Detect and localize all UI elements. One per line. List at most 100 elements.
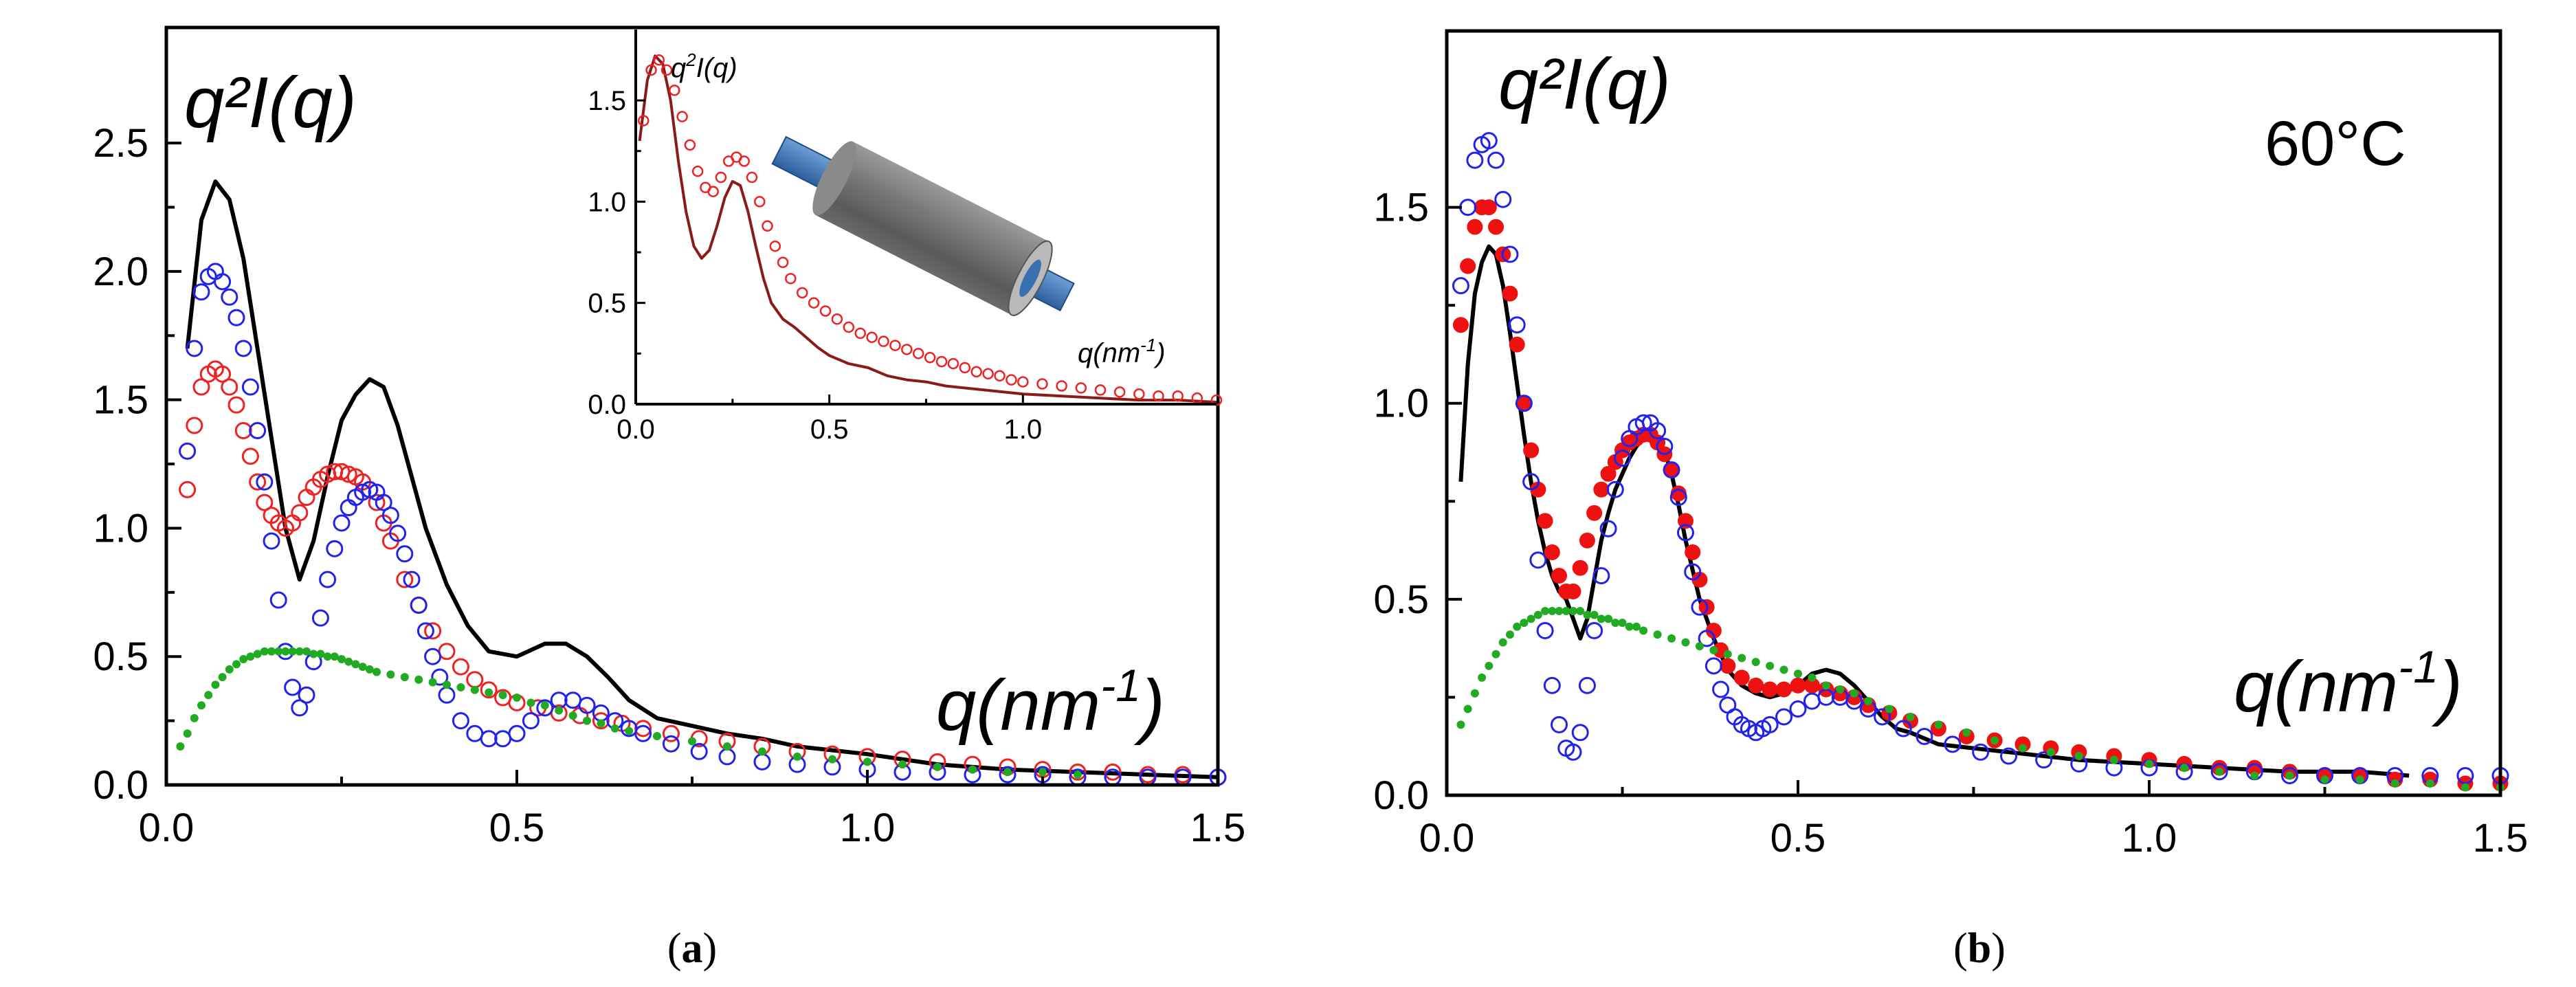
data-point xyxy=(1632,622,1641,631)
data-point xyxy=(1523,442,1540,458)
x-tick-label: 1.0 xyxy=(840,806,896,850)
data-point xyxy=(381,507,399,524)
data-point xyxy=(1513,622,1522,631)
data-point xyxy=(947,357,959,370)
data-point xyxy=(1611,619,1620,628)
data-point xyxy=(1113,386,1126,398)
data-point xyxy=(1676,524,1694,542)
data-point xyxy=(1551,716,1568,733)
data-point xyxy=(508,724,526,742)
data-point xyxy=(1776,681,1792,698)
data-point xyxy=(1649,422,1667,440)
data-point xyxy=(1508,316,1526,334)
data-point xyxy=(912,348,924,359)
data-point xyxy=(354,483,372,501)
data-point xyxy=(1592,567,1610,585)
data-point xyxy=(878,335,889,347)
data-point xyxy=(555,706,564,715)
data-point xyxy=(288,647,297,656)
y-tick-label: 0.5 xyxy=(1373,577,1429,622)
data-point xyxy=(1803,692,1821,710)
data-point xyxy=(1681,638,1690,647)
data-point xyxy=(653,732,661,741)
data-point xyxy=(1821,681,1830,690)
data-point xyxy=(1498,638,1507,647)
data-point xyxy=(424,647,442,665)
data-point xyxy=(1684,563,1702,581)
data-point xyxy=(898,760,907,769)
panel-a-plot-area xyxy=(176,179,1227,786)
data-point xyxy=(1069,763,1087,781)
data-point xyxy=(1677,513,1694,529)
data-point xyxy=(333,514,351,532)
data-point xyxy=(863,757,871,766)
data-point xyxy=(452,712,469,730)
data-point xyxy=(1885,705,1894,713)
series-black-line xyxy=(185,179,1219,779)
data-point xyxy=(1006,374,1017,386)
data-point xyxy=(239,654,248,663)
data-point xyxy=(214,365,232,383)
inset-xlabel: q(nm-1) xyxy=(1078,335,1166,368)
data-point xyxy=(186,417,203,434)
data-point xyxy=(1536,621,1554,639)
data-point xyxy=(361,480,379,498)
data-point xyxy=(1789,700,1807,718)
data-point xyxy=(564,691,582,709)
data-point xyxy=(234,340,252,357)
data-point xyxy=(1487,151,1505,169)
data-point xyxy=(753,753,771,770)
data-point xyxy=(1720,658,1736,674)
x-tick-label: 0.0 xyxy=(139,806,195,850)
data-point xyxy=(358,663,367,672)
data-point xyxy=(403,570,421,588)
data-point xyxy=(522,712,540,730)
data-point xyxy=(330,652,339,661)
data-point xyxy=(1604,614,1613,623)
data-point xyxy=(179,442,197,460)
y-tick-label: 1.5 xyxy=(588,86,626,116)
data-point xyxy=(1568,606,1577,615)
data-point xyxy=(263,532,280,550)
data-point xyxy=(959,362,971,374)
data-point xyxy=(2035,751,2053,769)
data-point xyxy=(267,647,276,656)
data-point xyxy=(1551,568,1568,584)
data-point xyxy=(1808,673,1817,682)
y-tick-label: 2.0 xyxy=(93,249,148,294)
data-point xyxy=(1972,743,1990,761)
data-point xyxy=(785,273,797,285)
data-point xyxy=(1565,583,1581,599)
x-tick-label: 1.0 xyxy=(2122,816,2177,861)
data-point xyxy=(2109,755,2118,764)
data-point xyxy=(298,489,315,507)
data-point xyxy=(1467,219,1483,235)
data-point xyxy=(456,683,465,692)
data-point xyxy=(1597,614,1606,623)
data-point xyxy=(625,727,634,735)
data-point xyxy=(1529,551,1547,569)
data-point xyxy=(1606,480,1624,498)
data-point xyxy=(610,724,619,733)
data-point xyxy=(1618,619,1627,628)
data-point xyxy=(662,724,680,742)
data-point xyxy=(1074,770,1082,779)
data-point xyxy=(480,681,498,699)
data-point xyxy=(819,305,832,317)
data-point xyxy=(854,327,866,340)
cylinder-left-end xyxy=(812,141,856,216)
data-point xyxy=(1578,676,1596,694)
data-point xyxy=(232,660,241,669)
data-point xyxy=(316,650,325,658)
data-point xyxy=(660,64,673,76)
data-point xyxy=(183,729,192,738)
cylinder-core-opening xyxy=(1019,259,1041,297)
data-point xyxy=(309,650,318,658)
data-point xyxy=(2046,748,2055,757)
data-point xyxy=(1564,743,1582,761)
data-point xyxy=(831,313,843,325)
data-point xyxy=(1723,650,1732,658)
series-red-circles xyxy=(638,54,1223,406)
data-point xyxy=(1133,388,1145,400)
